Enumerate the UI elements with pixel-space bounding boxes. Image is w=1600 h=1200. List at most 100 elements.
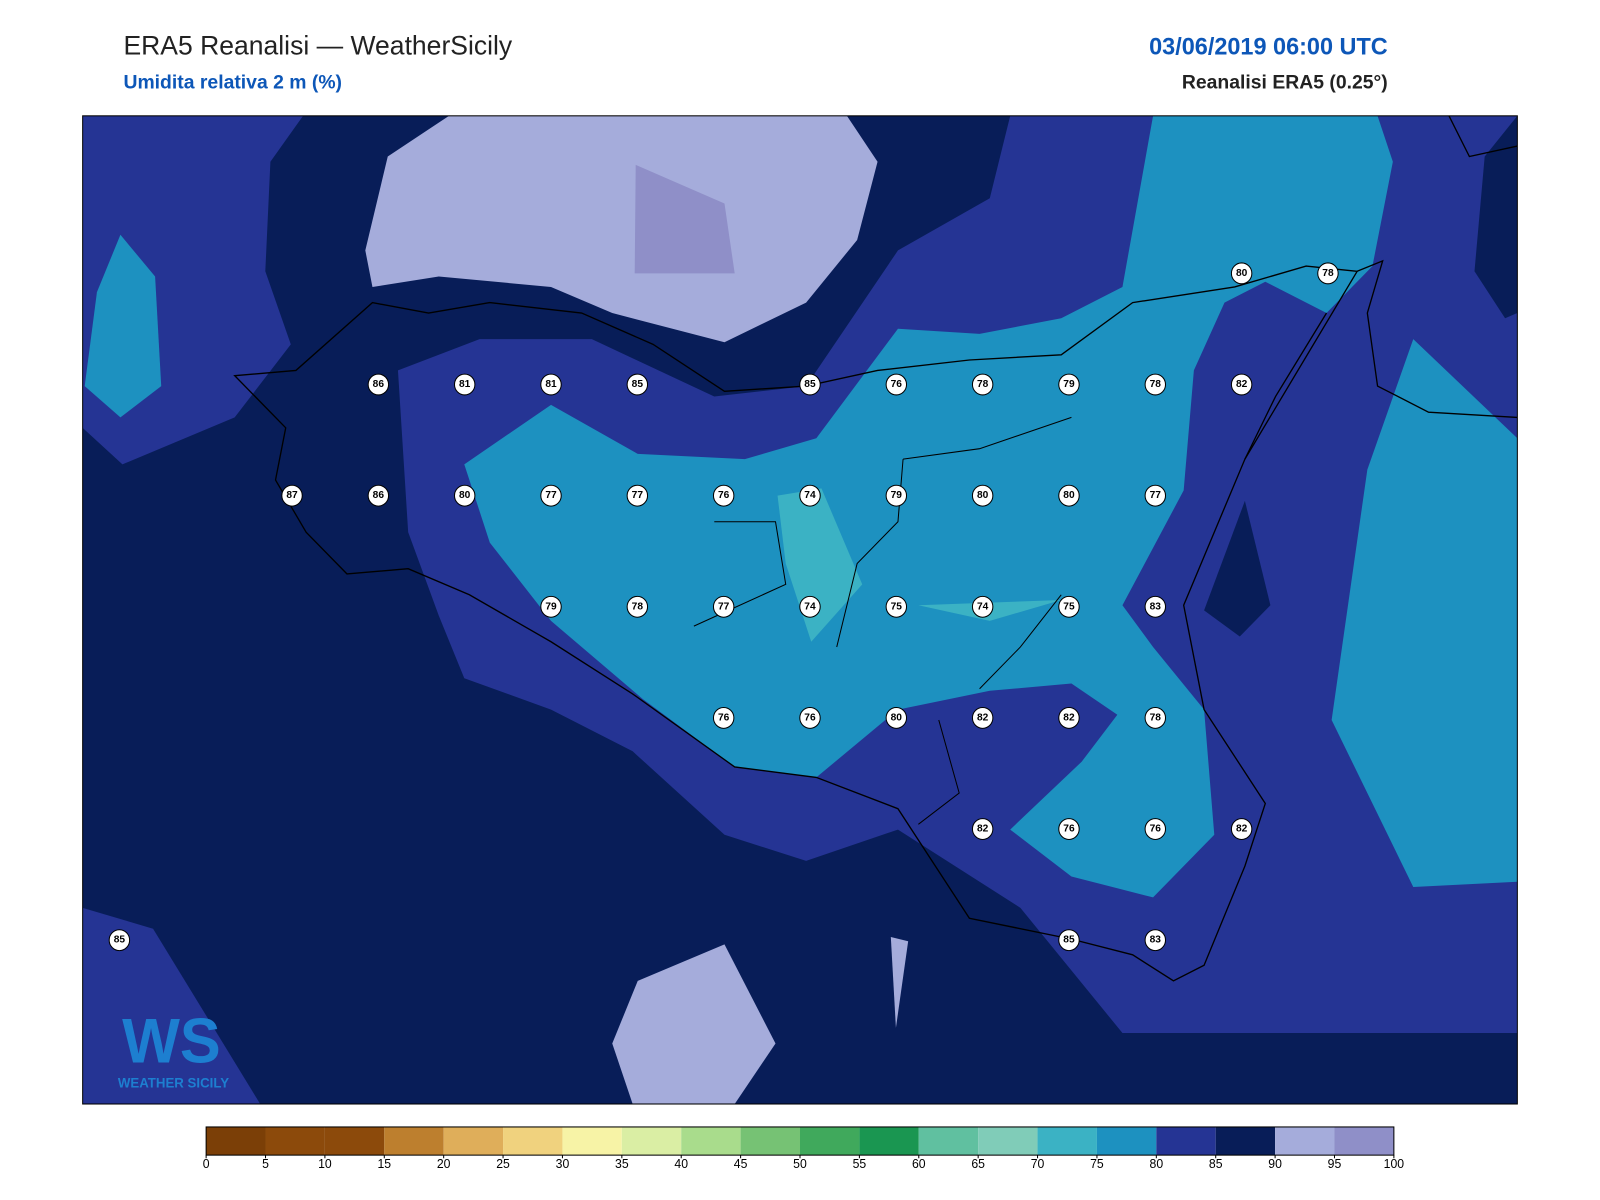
station-value: 79 (1063, 379, 1075, 390)
colorbar-tick-label: 45 (734, 1157, 748, 1171)
station-value: 79 (891, 490, 903, 501)
station-value: 85 (804, 379, 816, 390)
station-labels: 80 78 86 81 81 85 85 76 78 79 78 82 87 86 80 77 77 76 74 79… (108, 262, 1339, 952)
colorbar-segment (324, 1126, 385, 1156)
station-marker (799, 706, 821, 729)
colorbar-tick-label: 20 (437, 1157, 451, 1171)
subtitle: Umidita relativa 2 m (%) (123, 72, 342, 94)
station-value: 76 (891, 379, 903, 390)
station-value: 82 (977, 823, 989, 834)
colorbar-segment (1275, 1126, 1335, 1156)
station-value: 76 (718, 712, 730, 723)
station-marker (799, 595, 821, 618)
station-value: 85 (632, 379, 644, 390)
colorbar-segment (681, 1126, 741, 1156)
station-marker (1058, 595, 1080, 618)
colorbar-tick-label: 90 (1268, 1157, 1282, 1171)
colorbar-tick-label: 70 (1031, 1157, 1045, 1171)
station-value: 80 (891, 712, 903, 723)
station-value: 77 (1150, 490, 1162, 501)
station-value: 80 (1063, 490, 1075, 501)
colorbar-segment (384, 1126, 444, 1156)
station-marker (108, 929, 131, 952)
station-marker (1144, 818, 1167, 840)
station-marker (626, 484, 649, 507)
station-value: 76 (804, 712, 816, 723)
colorbar-segment (621, 1126, 682, 1156)
humidity-field (82, 115, 1518, 1104)
station-value: 76 (1063, 823, 1075, 834)
colorbar-tick-label: 25 (496, 1157, 510, 1171)
station-marker (885, 484, 908, 507)
station-marker (1144, 595, 1167, 618)
station-marker (540, 484, 562, 507)
station-marker (712, 595, 735, 618)
station-marker (626, 373, 649, 396)
station-value: 79 (545, 601, 557, 612)
colorbar-tick-label: 35 (615, 1157, 629, 1171)
colorbar-tick-label: 75 (1090, 1157, 1104, 1171)
station-value: 87 (286, 490, 298, 501)
colorbar-tick-label: 0 (203, 1157, 210, 1171)
station-value: 78 (1322, 268, 1334, 279)
station-marker (799, 373, 821, 396)
station-value: 80 (977, 490, 989, 501)
colorbar-segment (800, 1126, 860, 1156)
station-marker (453, 373, 476, 396)
colorbar-tick-label: 5 (262, 1157, 269, 1171)
station-value: 80 (1236, 268, 1248, 279)
station-marker (885, 706, 908, 729)
station-value: 82 (1236, 379, 1248, 390)
station-marker (971, 706, 994, 729)
station-marker (1058, 818, 1080, 840)
colorbar-segment (443, 1126, 504, 1156)
station-value: 85 (114, 935, 126, 946)
colorbar: 0 5 10 15 20 25 30 35 40 45 50 55 60 65 70 75 80 85 90 95 10… (203, 1126, 1404, 1171)
colorbar-tick-label: 10 (318, 1157, 332, 1171)
colorbar-segment (1334, 1126, 1394, 1156)
station-marker (367, 373, 390, 396)
colorbar-segment (1037, 1126, 1097, 1156)
station-marker (885, 595, 908, 618)
colorbar-tick-label: 50 (793, 1157, 807, 1171)
station-value: 74 (804, 490, 816, 501)
station-value: 74 (804, 601, 816, 612)
colorbar-segment (1156, 1126, 1216, 1156)
station-marker (1144, 484, 1167, 507)
colorbar-tick-label: 65 (971, 1157, 985, 1171)
station-marker (799, 484, 821, 507)
station-value: 86 (373, 490, 385, 501)
colorbar-segment (1215, 1126, 1276, 1156)
colorbar-segment (1096, 1126, 1157, 1156)
station-value: 83 (1150, 601, 1162, 612)
station-marker (1230, 373, 1253, 396)
station-value: 75 (1063, 601, 1075, 612)
map-frame (82, 115, 1518, 1105)
station-value: 74 (977, 601, 989, 612)
station-value: 77 (718, 601, 730, 612)
model: Reanalisi ERA5 (0.25°) (1182, 72, 1388, 94)
colorbar-segment (740, 1126, 800, 1156)
colorbar-segment (562, 1126, 622, 1156)
station-marker (971, 484, 994, 507)
colorbar-tick-label: 80 (1150, 1157, 1164, 1171)
station-marker (971, 818, 994, 840)
title: ERA5 Reanalisi — WeatherSicily (123, 30, 512, 60)
station-marker (367, 484, 390, 507)
colorbar-segment (978, 1126, 1038, 1156)
station-marker (712, 484, 735, 507)
logo-mark: WS (122, 1007, 221, 1077)
station-marker (1144, 706, 1167, 729)
colorbar-tick-label: 40 (674, 1157, 688, 1171)
colorbar-tick-label: 60 (912, 1157, 926, 1171)
station-value: 81 (459, 379, 471, 390)
colorbar-segment (918, 1126, 979, 1156)
colorbar-tick-label: 55 (853, 1157, 867, 1171)
station-value: 83 (1150, 935, 1162, 946)
station-marker (712, 706, 735, 729)
colorbar-tick-label: 30 (556, 1157, 570, 1171)
station-value: 82 (1063, 712, 1075, 723)
station-marker (1230, 262, 1253, 285)
